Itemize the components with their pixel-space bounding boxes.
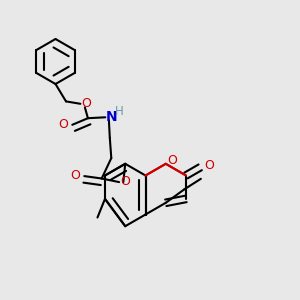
Text: O: O <box>120 175 130 188</box>
Text: O: O <box>167 154 177 167</box>
Text: H: H <box>115 105 124 119</box>
Text: O: O <box>204 159 214 172</box>
Text: O: O <box>81 97 91 110</box>
Text: N: N <box>106 110 118 124</box>
Text: O: O <box>58 118 68 131</box>
Text: O: O <box>70 169 80 182</box>
